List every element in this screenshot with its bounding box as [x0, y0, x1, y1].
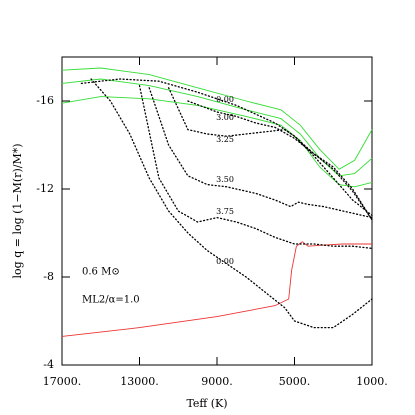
- curve: [61, 96, 373, 188]
- y-tick-label: -16: [36, 94, 54, 107]
- x-tick-label: 13000.: [120, 375, 159, 388]
- x-tick-label: 9000.: [201, 375, 233, 388]
- x-axis-label: Teff (K): [186, 397, 227, 410]
- annotation: 3.25: [216, 135, 234, 144]
- annotation: 3.75: [216, 207, 234, 216]
- annotation: 0.00: [216, 257, 234, 266]
- annotation: ML2/α=1.0: [82, 295, 140, 306]
- curve: [148, 87, 373, 219]
- x-tick-label: 5000.: [279, 375, 311, 388]
- curve: [61, 78, 373, 177]
- curve: [61, 241, 372, 337]
- curve: [80, 78, 373, 221]
- curve: [138, 84, 373, 250]
- x-tick-label: 17000.: [43, 375, 82, 388]
- y-tick-label: -8: [43, 270, 54, 283]
- annotation: 3.00: [216, 113, 234, 122]
- curve: [90, 78, 373, 329]
- curve: [61, 67, 373, 170]
- y-tick-label: -4: [43, 358, 54, 371]
- annotation: 3.50: [216, 175, 234, 184]
- y-tick-label: -12: [36, 182, 54, 195]
- annotation: 0.00: [216, 95, 234, 104]
- curve: [167, 87, 373, 217]
- curve: [187, 100, 373, 221]
- x-tick-label: 1000.: [356, 375, 388, 388]
- annotation: 0.6 M⊙: [82, 267, 120, 278]
- y-axis-label: log q = log (1−M(r)/M*): [11, 144, 24, 279]
